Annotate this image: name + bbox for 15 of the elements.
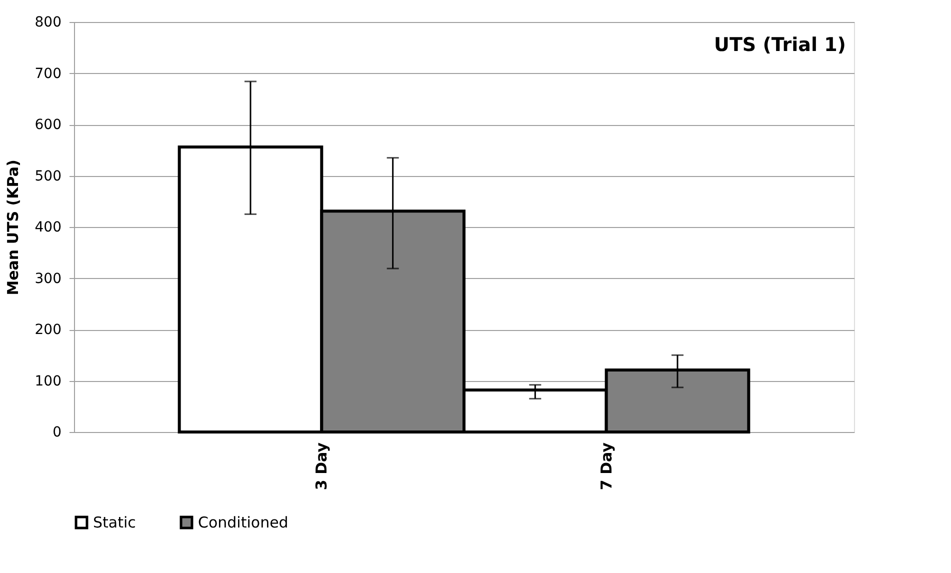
y-tick-label: 400	[34, 220, 62, 236]
legend-label: Static	[93, 514, 136, 532]
y-tick-label: 700	[34, 66, 62, 82]
text: UTS (Trial 1)	[714, 34, 846, 56]
y-axis-title: Mean UTS (KPa)	[4, 160, 22, 296]
y-tick-label: 800	[34, 14, 62, 30]
legend-label: Conditioned	[198, 514, 288, 532]
x-tick-label: 7 Day	[597, 442, 616, 490]
y-tick-label: 500	[34, 168, 62, 184]
y-tick-label: 0	[52, 424, 62, 440]
y-tick-label: 600	[34, 117, 62, 133]
y-tick-label: 200	[34, 322, 62, 338]
x-tick-label: 3 Day	[312, 442, 331, 490]
y-tick-label: 300	[34, 270, 62, 287]
y-tick-label: 100	[34, 373, 62, 390]
